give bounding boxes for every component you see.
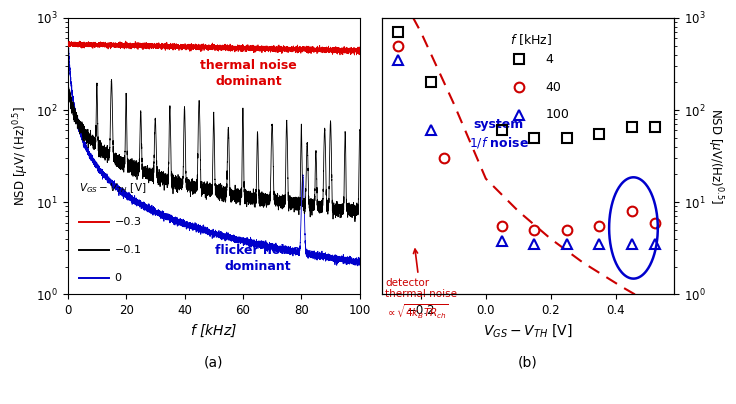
Text: 100: 100 [545,108,570,121]
Text: (a): (a) [204,355,224,369]
X-axis label: $f$ [kHz]: $f$ [kHz] [190,322,237,339]
Text: (b): (b) [518,355,538,369]
Text: −0.1: −0.1 [114,245,141,255]
Text: 40: 40 [545,80,562,93]
Text: flicker noise
dominant: flicker noise dominant [215,244,300,273]
Text: detector
thermal noise
$\propto\sqrt{4k_BTR_{ch}}$: detector thermal noise $\propto\sqrt{4k_… [385,249,457,320]
Text: $f$ [kHz]: $f$ [kHz] [511,32,553,47]
Text: system
$1/f$ noise: system $1/f$ noise [469,118,528,150]
Text: $V_{GS} - V_{TH}$ [V]: $V_{GS} - V_{TH}$ [V] [79,181,146,195]
Text: 0: 0 [114,273,121,283]
Y-axis label: NSD [$\mu$V/ (Hz)$^{0.5}$]: NSD [$\mu$V/ (Hz)$^{0.5}$] [11,106,31,206]
Text: −0.3: −0.3 [114,217,141,227]
Text: 4: 4 [545,53,553,66]
Text: thermal noise
dominant: thermal noise dominant [200,59,297,88]
Y-axis label: NSD [$\mu$V/(Hz)$^{0.5}$]: NSD [$\mu$V/(Hz)$^{0.5}$] [705,108,725,204]
X-axis label: $V_{GS} - V_{TH}$ [V]: $V_{GS} - V_{TH}$ [V] [484,322,573,339]
